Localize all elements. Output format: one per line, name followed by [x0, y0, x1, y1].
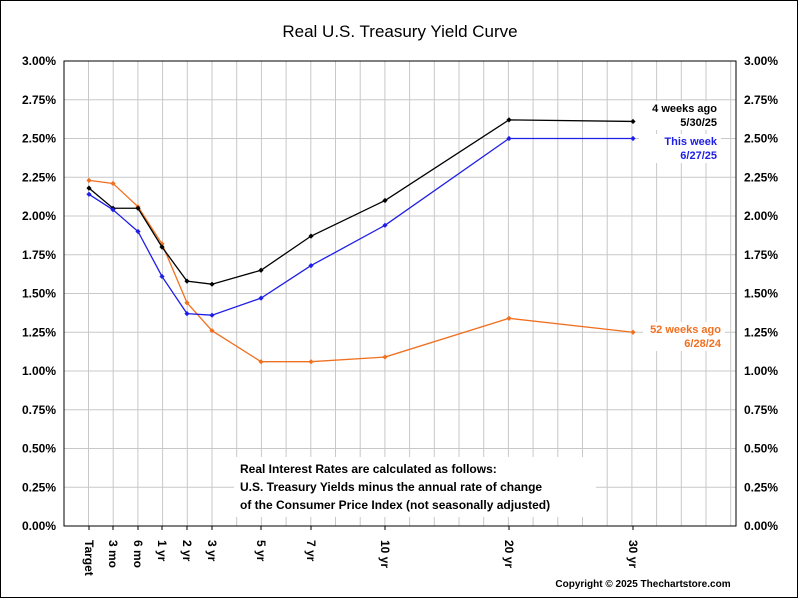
series-layer — [86, 117, 636, 365]
y-tick-label-left: 2.75% — [22, 93, 56, 107]
y-tick-label-right: 2.50% — [744, 132, 778, 146]
x-tick-label: 1 yr — [155, 540, 169, 562]
data-point-week52 — [258, 359, 264, 365]
data-point-week52 — [184, 300, 190, 306]
chart-title: Real U.S. Treasury Yield Curve — [282, 22, 517, 41]
data-point-thisweek — [135, 228, 141, 235]
data-point-week52 — [86, 177, 92, 183]
data-point-week52 — [630, 329, 636, 335]
x-axis: Target 3 mo 6 mo 1 yr 2 yr 3 yr 5 yr 7 yr 10 yr 2… — [82, 526, 640, 576]
x-tick-label: 10 yr — [378, 540, 392, 568]
note-line: Real Interest Rates are calculated as fo… — [240, 462, 497, 476]
y-tick-label-left: 1.25% — [22, 325, 56, 339]
y-tick-label-right: 3.00% — [744, 54, 778, 68]
y-tick-label-right: 0.75% — [744, 403, 778, 417]
y-tick-label-left: 2.00% — [22, 209, 56, 223]
series-line-week4 — [88, 119, 634, 285]
series-week4 — [86, 117, 636, 287]
y-tick-label-right: 0.50% — [744, 442, 778, 456]
series-label-thisweek: This week — [664, 136, 717, 148]
data-point-week4 — [258, 267, 264, 273]
copyright-text: Copyright © 2025 Thechartstore.com — [555, 579, 730, 590]
y-tick-label-right: 1.00% — [744, 364, 778, 378]
x-tick-label: 3 yr — [205, 540, 219, 562]
note-line: U.S. Treasury Yields minus the annual ra… — [240, 480, 542, 494]
data-point-thisweek — [308, 263, 314, 269]
data-point-week4 — [184, 278, 190, 284]
x-tick-label: 5 yr — [254, 540, 268, 562]
x-tick-label: 7 yr — [304, 540, 318, 562]
label-bg — [639, 101, 721, 130]
label-bg — [639, 134, 721, 163]
series-label-week4: 4 weeks ago — [652, 103, 717, 115]
data-point-week52 — [308, 359, 314, 365]
y-tick-label-left: 3.00% — [22, 54, 56, 68]
x-tick-label: 20 yr — [502, 540, 516, 568]
y-tick-label-right: 2.75% — [744, 93, 778, 107]
data-point-thisweek — [630, 135, 636, 142]
data-point-thisweek — [110, 207, 116, 213]
series-thisweek — [86, 135, 636, 318]
series-labels: 52 weeks ago 6/28/24 4 weeks ago 5/30/25 Thi… — [639, 101, 725, 351]
data-point-week52 — [209, 328, 215, 334]
data-point-thisweek — [86, 191, 92, 197]
data-point-week4 — [209, 281, 215, 287]
series-label-week52: 52 weeks ago — [650, 324, 721, 336]
x-tick-label: Target — [82, 540, 96, 576]
y-tick-label-left: 1.50% — [22, 287, 56, 301]
y-tick-label-left: 2.50% — [22, 132, 56, 146]
data-point-thisweek — [258, 295, 264, 301]
data-point-thisweek — [506, 135, 512, 142]
series-line-thisweek — [88, 137, 633, 316]
series-line-week52 — [88, 179, 634, 363]
series-week52 — [86, 177, 636, 365]
data-point-week4 — [308, 233, 314, 239]
data-point-thisweek — [209, 312, 215, 318]
y-axis-left: 0.00% 0.25% 0.50% 0.75% 1.00% 1.25% 1.50% 1.75%… — [22, 54, 56, 533]
x-tick-label: 3 mo — [106, 540, 120, 568]
series-date-week4: 5/30/25 — [680, 117, 717, 129]
data-point-week4 — [630, 118, 636, 125]
data-point-thisweek — [382, 222, 388, 228]
y-tick-label-right: 2.00% — [744, 209, 778, 223]
y-axis-right: 0.00% 0.25% 0.50% 0.75% 1.00% 1.25% 1.50% 1.75%… — [744, 54, 778, 533]
y-tick-label-right: 1.75% — [744, 248, 778, 262]
y-tick-label-left: 0.75% — [22, 403, 56, 417]
x-tick-label: 2 yr — [180, 540, 194, 562]
label-bg — [643, 322, 725, 351]
y-tick-label-right: 1.50% — [744, 287, 778, 301]
y-tick-label-left: 2.25% — [22, 170, 56, 184]
note-line: of the Consumer Price Index (not seasona… — [240, 498, 550, 512]
data-point-week4 — [159, 244, 165, 250]
series-date-week52: 6/28/24 — [684, 338, 722, 350]
note-background — [234, 457, 596, 517]
data-point-week52 — [110, 180, 116, 187]
y-tick-label-left: 0.25% — [22, 480, 56, 494]
y-tick-label-right: 2.25% — [744, 170, 778, 184]
y-tick-label-left: 1.00% — [22, 364, 56, 378]
series-date-thisweek: 6/27/25 — [680, 150, 717, 162]
data-point-week4 — [86, 185, 92, 191]
y-tick-label-right: 0.00% — [744, 519, 778, 533]
y-tick-label-left: 0.50% — [22, 442, 56, 456]
y-tick-label-left: 0.00% — [22, 519, 56, 533]
data-point-thisweek — [184, 311, 190, 317]
x-tick-label: 6 mo — [131, 540, 145, 568]
data-point-week4 — [382, 197, 388, 204]
plot-area — [63, 60, 737, 527]
y-tick-label-left: 1.75% — [22, 248, 56, 262]
note-box: Real Interest Rates are calculated as fo… — [234, 457, 596, 517]
data-point-thisweek — [159, 273, 165, 280]
y-tick-label-right: 1.25% — [744, 325, 778, 339]
y-tick-label-right: 0.25% — [744, 480, 778, 494]
data-point-week4 — [135, 205, 141, 211]
data-point-week52 — [382, 354, 388, 360]
data-point-week52 — [506, 315, 512, 321]
x-tick-label: 30 yr — [626, 540, 640, 568]
grid — [64, 60, 736, 527]
data-point-week4 — [506, 117, 512, 123]
